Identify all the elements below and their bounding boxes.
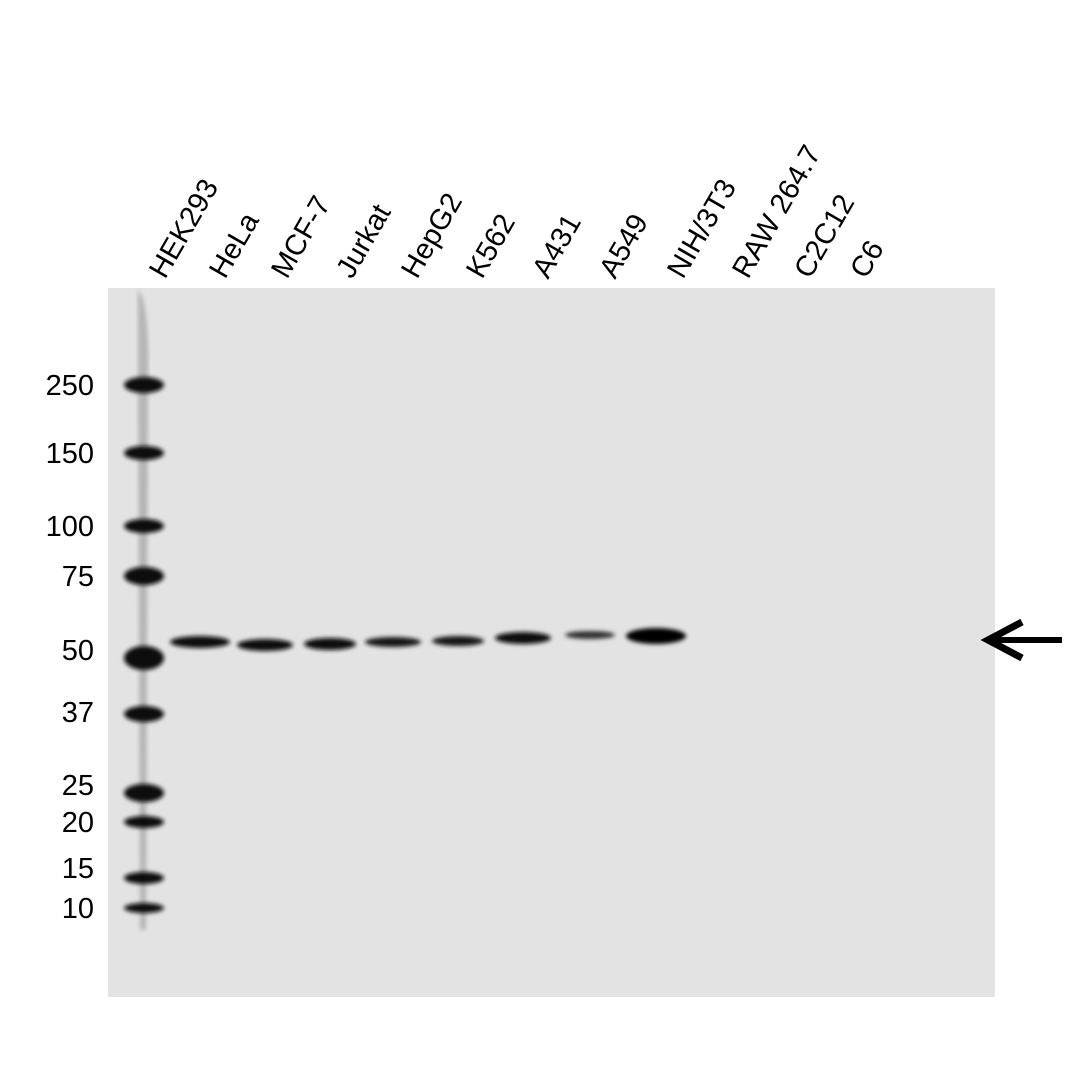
ladder-band <box>124 784 164 802</box>
ladder-band <box>124 567 164 585</box>
protein-band <box>365 637 421 647</box>
protein-band <box>304 638 356 650</box>
protein-band <box>626 628 686 644</box>
marker-label: 150 <box>46 438 94 470</box>
marker-label: 37 <box>62 697 94 729</box>
ladder-band <box>124 903 164 913</box>
ladder-band <box>124 646 164 670</box>
arrow <box>980 618 1062 662</box>
marker-label: 25 <box>62 770 94 802</box>
ladder-band <box>124 816 164 828</box>
lane-label: A431 <box>526 209 588 284</box>
lane-label: MCF-7 <box>265 191 337 284</box>
protein-band <box>237 639 293 651</box>
marker-label: 20 <box>62 807 94 839</box>
lane-label: HepG2 <box>395 188 469 284</box>
marker-label: 250 <box>46 370 94 402</box>
protein-band <box>495 632 551 644</box>
ladder-band <box>124 519 164 533</box>
marker-label: 10 <box>62 893 94 925</box>
protein-band <box>432 636 484 646</box>
lane-label: C6 <box>844 235 890 283</box>
ladder-band <box>124 377 164 393</box>
protein-band <box>565 631 615 639</box>
marker-label: 75 <box>62 561 94 593</box>
ladder-band <box>124 446 164 460</box>
protein-band <box>170 636 230 648</box>
lane-label: Jurkat <box>330 199 397 283</box>
lane-label: K562 <box>460 209 522 284</box>
lane-label: HeLa <box>203 207 266 284</box>
lane-label: A549 <box>593 209 655 284</box>
bands <box>170 628 686 651</box>
ladder <box>124 290 164 930</box>
marker-label: 100 <box>46 511 94 543</box>
ladder-band <box>124 872 164 884</box>
marker-label: 15 <box>62 853 94 885</box>
marker-label: 50 <box>62 635 94 667</box>
ladder-band <box>124 706 164 722</box>
